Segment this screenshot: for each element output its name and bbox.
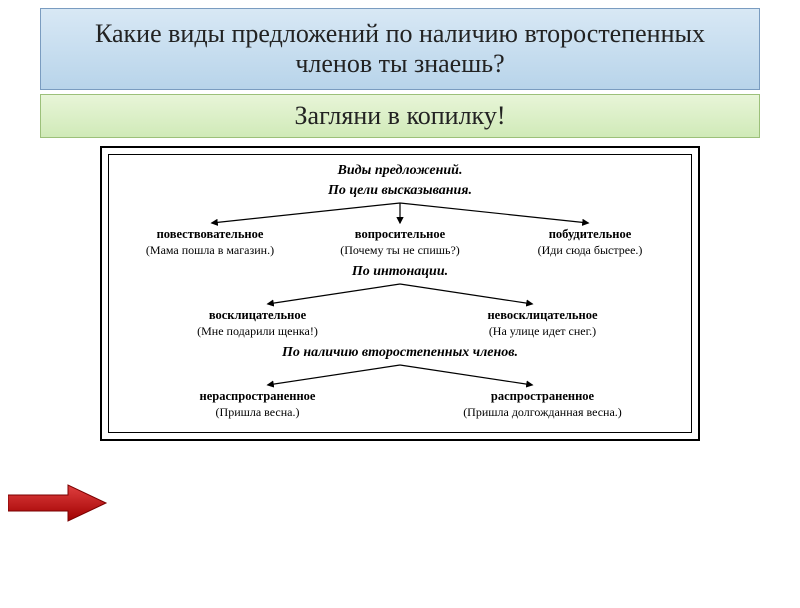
header-question: Какие виды предложений по наличию второс…: [40, 8, 760, 90]
branch: вопросительное (Почему ты не спишь?): [305, 227, 495, 258]
branch-example: (Мне подарили щенка!): [115, 324, 400, 339]
branch-example: (Почему ты не спишь?): [305, 243, 495, 258]
row: восклицательное (Мне подарили щенка!) не…: [115, 308, 685, 339]
diagram-title: Виды предложений.: [115, 163, 685, 179]
branch-example: (Пришла долгожданная весна.): [400, 405, 685, 420]
section-purpose: По цели высказывания. повествовательное: [115, 183, 685, 258]
branch: восклицательное (Мне подарили щенка!): [115, 308, 400, 339]
branch: побудительное (Иди сюда быстрее.): [495, 227, 685, 258]
arrows-2: [115, 282, 685, 308]
section-title: По цели высказывания.: [115, 183, 685, 199]
diagram-frame: Виды предложений. По цели высказывания.: [100, 146, 700, 441]
branch: невосклицательное (На улице идет снег.): [400, 308, 685, 339]
branch-example: (На улице идет снег.): [400, 324, 685, 339]
section-secondary: По наличию второстепенных членов. нерасп…: [115, 345, 685, 420]
branch-label: побудительное: [495, 227, 685, 242]
branch: повествовательное (Мама пошла в магазин.…: [115, 227, 305, 258]
branch-label: повествовательное: [115, 227, 305, 242]
branch-example: (Иди сюда быстрее.): [495, 243, 685, 258]
branch-label: восклицательное: [115, 308, 400, 323]
section-intonation: По интонации. восклицательное (Мне подар…: [115, 264, 685, 339]
arrows-2b: [115, 363, 685, 389]
branch-example: (Мама пошла в магазин.): [115, 243, 305, 258]
branch: нераспространенное (Пришла весна.): [115, 389, 400, 420]
row: повествовательное (Мама пошла в магазин.…: [115, 227, 685, 258]
row: нераспространенное (Пришла весна.) распр…: [115, 389, 685, 420]
branch-label: нераспространенное: [115, 389, 400, 404]
branch: распространенное (Пришла долгожданная ве…: [400, 389, 685, 420]
branch-label: распространенное: [400, 389, 685, 404]
arrows-3: [115, 201, 685, 227]
section-title: По интонации.: [115, 264, 685, 280]
section-title: По наличию второстепенных членов.: [115, 345, 685, 361]
branch-example: (Пришла весна.): [115, 405, 400, 420]
diagram: Виды предложений. По цели высказывания.: [108, 154, 692, 433]
header-callout: Загляни в копилку!: [40, 94, 760, 138]
branch-label: невосклицательное: [400, 308, 685, 323]
branch-label: вопросительное: [305, 227, 495, 242]
pointer-arrow-icon: [8, 483, 108, 523]
